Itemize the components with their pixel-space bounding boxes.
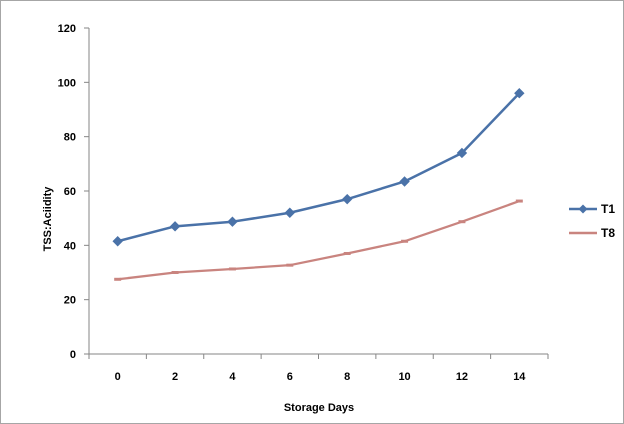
axes: 0 20 40 60 80 100 120 0 2 4 6 8 10 12 14 bbox=[58, 23, 549, 383]
point-t1 bbox=[284, 207, 296, 218]
point-t1 bbox=[169, 221, 181, 232]
x-tick-label: 4 bbox=[229, 371, 236, 383]
x-tick-label: 8 bbox=[344, 371, 350, 383]
y-tick-label: 80 bbox=[64, 132, 76, 144]
x-tick-label: 6 bbox=[287, 371, 293, 383]
point-t1 bbox=[514, 87, 525, 99]
x-tick-label: 14 bbox=[513, 371, 526, 383]
x-tick-label: 0 bbox=[115, 371, 121, 383]
x-tick-label: 10 bbox=[398, 371, 410, 383]
x-axis-title: Storage Days bbox=[284, 402, 354, 414]
point-t1 bbox=[399, 176, 410, 187]
legend-label-t1: T1 bbox=[601, 202, 615, 216]
legend-marker-t1 bbox=[578, 204, 588, 214]
y-axis-title: TSS:Aciidity bbox=[42, 186, 54, 252]
point-t1 bbox=[112, 236, 123, 247]
point-t1 bbox=[456, 147, 468, 159]
legend: T1 T8 bbox=[569, 202, 615, 240]
legend-label-t8: T8 bbox=[601, 226, 615, 240]
y-tick-label: 40 bbox=[64, 240, 76, 252]
y-tick-label: 20 bbox=[64, 295, 76, 307]
x-tick-label: 2 bbox=[172, 371, 178, 383]
series-line-t1 bbox=[117, 92, 521, 243]
y-tick-label: 0 bbox=[70, 349, 76, 361]
series-line-t8 bbox=[117, 199, 520, 281]
x-tick-label: 12 bbox=[456, 371, 468, 383]
point-t1 bbox=[227, 216, 238, 227]
point-t1 bbox=[341, 193, 353, 205]
y-tick-label: 100 bbox=[58, 77, 76, 89]
series-layer bbox=[112, 87, 525, 281]
y-tick-label: 60 bbox=[64, 186, 76, 198]
y-tick-label: 120 bbox=[58, 23, 76, 35]
